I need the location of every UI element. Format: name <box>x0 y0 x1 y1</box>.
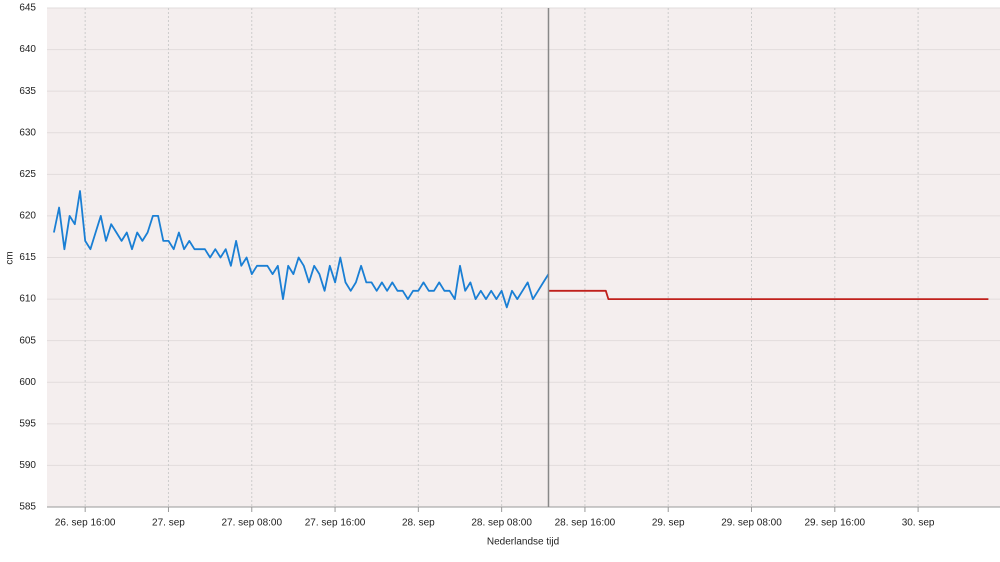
y-tick-label: 605 <box>19 335 36 346</box>
y-tick-label: 585 <box>19 502 36 513</box>
x-tick-label: 28. sep 08:00 <box>471 518 532 529</box>
x-tick-label: 27. sep 08:00 <box>221 518 282 529</box>
y-tick-label: 615 <box>19 252 36 263</box>
y-tick-label: 625 <box>19 169 36 180</box>
y-tick-label: 645 <box>19 3 36 14</box>
y-tick-label: 630 <box>19 127 36 138</box>
y-tick-label: 620 <box>19 211 36 222</box>
x-tick-label: 29. sep <box>652 518 685 529</box>
x-tick-label: 29. sep 08:00 <box>721 518 782 529</box>
y-tick-label: 635 <box>19 86 36 97</box>
x-tick-label: 27. sep 16:00 <box>305 518 366 529</box>
y-tick-label: 610 <box>19 294 36 305</box>
y-tick-label: 590 <box>19 460 36 471</box>
x-tick-label: 28. sep 16:00 <box>555 518 616 529</box>
y-axis-label: cm <box>5 251 16 264</box>
x-tick-label: 30. sep <box>902 518 935 529</box>
y-tick-label: 640 <box>19 44 36 55</box>
x-tick-label: 29. sep 16:00 <box>804 518 865 529</box>
x-axis-label: Nederlandse tijd <box>487 537 559 548</box>
x-tick-label: 28. sep <box>402 518 435 529</box>
x-tick-label: 26. sep 16:00 <box>55 518 116 529</box>
y-tick-label: 600 <box>19 377 36 388</box>
series-line <box>548 289 989 300</box>
series-line <box>53 190 550 309</box>
x-tick-label: 27. sep <box>152 518 185 529</box>
y-tick-label: 595 <box>19 418 36 429</box>
